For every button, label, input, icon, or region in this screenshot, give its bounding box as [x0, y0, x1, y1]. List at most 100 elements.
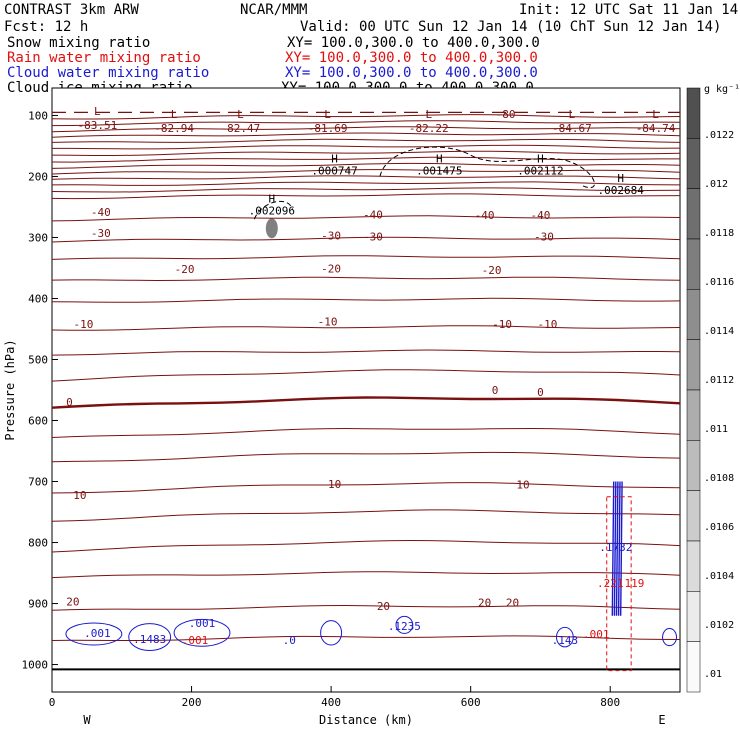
y-tick-label: 800: [28, 537, 48, 550]
isotherm-label: -30: [534, 230, 554, 243]
isotherm-line: [51, 635, 681, 641]
legend-snow-xy: XY= 100.0,300.0 to 400.0,300.0: [287, 35, 540, 51]
cloud-water-contour: [320, 620, 343, 646]
isotherm-label: 10: [73, 489, 86, 502]
cloud-water-label: .0: [283, 634, 296, 647]
colorbar-tick-label: .0108: [704, 473, 734, 484]
cloud-water-label: .1483: [133, 633, 166, 646]
isotherm-line: [51, 169, 681, 175]
ice-max-marker: H: [617, 172, 624, 185]
ice-max-label: .001475: [416, 164, 462, 177]
low-marker: L: [237, 108, 244, 121]
isotherm-line: [51, 156, 680, 163]
low-marker: L: [171, 108, 178, 121]
isotherm-label: 0: [66, 396, 73, 409]
y-tick-label: 300: [28, 231, 48, 244]
isotherm-label: 0: [537, 386, 544, 399]
legend-rain: Rain water mixing ratio: [7, 50, 201, 66]
isotherm-line: [51, 181, 681, 186]
isotherm-line: [51, 132, 681, 138]
cloud-water-label: .143: [552, 634, 579, 647]
isotherm-label: -30: [363, 230, 383, 243]
cloud-water-label: .001: [189, 617, 216, 630]
isotherm-label: -30: [91, 227, 111, 240]
ice-max-marker: H: [537, 152, 544, 165]
ice-contour: [379, 146, 595, 188]
cloud-water-label: .1235: [388, 620, 421, 633]
isotherm-label: -40: [531, 209, 551, 222]
cloud-water-contour: [173, 618, 231, 647]
cloud-water-label: .001: [84, 627, 111, 640]
cloud-water-contour: [128, 623, 172, 652]
isotherm-label: -10: [537, 318, 557, 331]
colorbar-tick-label: .0122: [704, 130, 734, 141]
colorbar-swatch: [686, 440, 701, 491]
cloud-water-contour: [555, 626, 574, 648]
isotherm-label: -20: [175, 263, 195, 276]
colorbar-swatch: [686, 138, 701, 189]
isotherm-line: [51, 193, 681, 200]
ice-max-marker: H: [331, 152, 338, 165]
cloud-water-column: [613, 481, 617, 616]
low-value-label: -84.67: [552, 122, 592, 135]
isotherm-line: [51, 236, 681, 243]
west-label: W: [83, 713, 91, 727]
isotherm-line: [51, 427, 681, 438]
low-value-label: -82.94: [154, 122, 194, 135]
x-tick-label: 800: [600, 696, 620, 709]
isotherm-label: -80: [496, 108, 516, 121]
isotherm-line: [51, 539, 681, 553]
colorbar-swatch: [686, 289, 701, 340]
org-label: NCAR/MMM: [240, 2, 308, 18]
x-tick-label: 600: [461, 696, 481, 709]
isotherm-line: [51, 126, 681, 133]
colorbar-swatch: [686, 238, 701, 290]
isotherm-line: [51, 120, 681, 127]
rain-label: .119: [618, 577, 645, 590]
isotherm-line: [51, 369, 681, 382]
x-tick-label: 0: [49, 696, 56, 709]
cloud-water-label: .1732: [599, 541, 632, 554]
low-value-label: -83.51: [77, 119, 117, 132]
isotherm-label: 10: [516, 479, 529, 492]
isotherm-line: [52, 144, 681, 150]
isotherm-label: 0: [492, 384, 499, 397]
ice-max-marker: H: [436, 152, 443, 165]
low-value-label: -82.22: [409, 122, 449, 135]
isotherm-line: [51, 349, 681, 356]
isotherm-label: -40: [91, 206, 111, 219]
cloud-water-column: [611, 481, 615, 616]
cloud-water-contour: [395, 615, 414, 634]
low-marker: L: [94, 105, 101, 118]
isotherm-label: -10: [318, 316, 338, 329]
rain-contour: [606, 496, 632, 672]
model-title: CONTRAST 3km ARW: [4, 2, 139, 18]
isotherm-label: -30: [321, 230, 341, 243]
isotherm-label: 10: [328, 478, 341, 491]
isotherm-label: -40: [363, 208, 383, 221]
colorbar-tick-label: .0112: [704, 375, 734, 386]
colorbar-swatch: [686, 540, 701, 592]
x-axis-title: Distance (km): [319, 713, 413, 727]
init-time: Init: 12 UTC Sat 11 Jan 14: [519, 2, 739, 18]
isotherm-line: [51, 114, 681, 120]
isotherm-line: [51, 509, 681, 522]
ice-max-label: .002112: [517, 164, 563, 177]
colorbar-tick-label: .0114: [704, 326, 734, 337]
y-tick-label: 700: [28, 476, 48, 489]
forecast-hour: Fcst: 12 h: [4, 19, 89, 35]
valid-time: Valid: 00 UTC Sun 12 Jan 14 (10 ChT Sun …: [300, 19, 722, 35]
isotherm-line: [51, 482, 681, 494]
isotherm-line: [51, 571, 681, 579]
colorbar-tick-label: .0104: [704, 571, 734, 582]
isotherm-line: [51, 255, 681, 260]
rain-label: .001: [583, 628, 610, 641]
isotherm-line: [51, 325, 681, 331]
colorbar-tick-label: .01: [704, 669, 722, 680]
y-tick-label: 1000: [22, 659, 49, 672]
isotherm-line: [51, 150, 681, 156]
ice-max-marker: H: [268, 193, 275, 206]
low-marker: L: [569, 108, 576, 121]
y-tick-label: 100: [28, 109, 48, 122]
y-tick-label: 200: [28, 170, 48, 183]
